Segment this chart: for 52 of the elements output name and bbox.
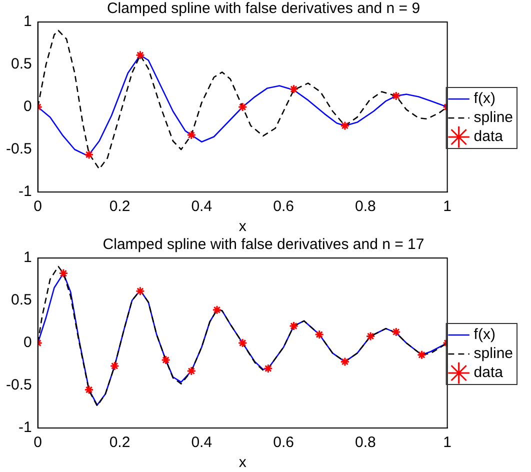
x-tick-label: 1 [443, 434, 452, 452]
point [416, 350, 426, 360]
point [110, 361, 120, 371]
x-axis-title: x [238, 218, 247, 236]
x-tick-label: 0.8 [354, 434, 376, 452]
point [289, 321, 299, 331]
y-tick-label: -1 [18, 419, 32, 436]
point [186, 130, 196, 140]
point [340, 120, 350, 130]
point [340, 356, 350, 366]
x-tick-label: 0.6 [273, 198, 294, 216]
point [314, 330, 324, 340]
legend-label: f(x) [474, 326, 496, 344]
y-tick-label: -0.5 [6, 376, 32, 394]
x-tick-label: 0.6 [273, 434, 294, 452]
point [366, 331, 376, 341]
legend-label: spline [474, 109, 514, 126]
chart-title: Clamped spline with false derivatives and n = 17 [102, 236, 424, 254]
x-tick-label: 0.2 [109, 198, 130, 216]
x-tick-label: 0.4 [191, 434, 212, 452]
x-tick-label: 0.2 [109, 434, 130, 452]
point [84, 150, 94, 160]
point [391, 327, 401, 337]
chart-title: Clamped spline with false derivatives and n = 9 [106, 0, 420, 18]
y-tick-label: 1 [24, 249, 32, 266]
point [84, 385, 94, 394]
point [135, 50, 145, 60]
point [238, 338, 248, 348]
y-tick-label: 0.5 [10, 56, 32, 73]
y-tick-label: 1 [24, 13, 32, 30]
legend-label: spline [474, 345, 514, 362]
x-tick-label: 0.8 [354, 198, 376, 216]
legend-label: data [474, 128, 504, 146]
point [161, 355, 171, 365]
y-tick-label: 0 [24, 98, 32, 116]
point [289, 84, 299, 94]
point [391, 91, 401, 101]
point [135, 286, 145, 296]
x-tick-label: 0.4 [191, 198, 212, 216]
point [238, 102, 248, 112]
y-tick-label: -0.5 [6, 140, 32, 158]
x-tick-label: 1 [443, 198, 452, 216]
point [263, 364, 273, 374]
legend-label: data [474, 364, 504, 382]
point [186, 366, 196, 376]
y-tick-label: 0 [24, 334, 32, 352]
point [58, 268, 68, 278]
x-axis-title: x [238, 454, 247, 472]
legend-label: f(x) [474, 90, 496, 108]
y-tick-label: 0.5 [10, 292, 32, 309]
y-tick-label: -1 [18, 183, 32, 200]
point [212, 305, 222, 315]
